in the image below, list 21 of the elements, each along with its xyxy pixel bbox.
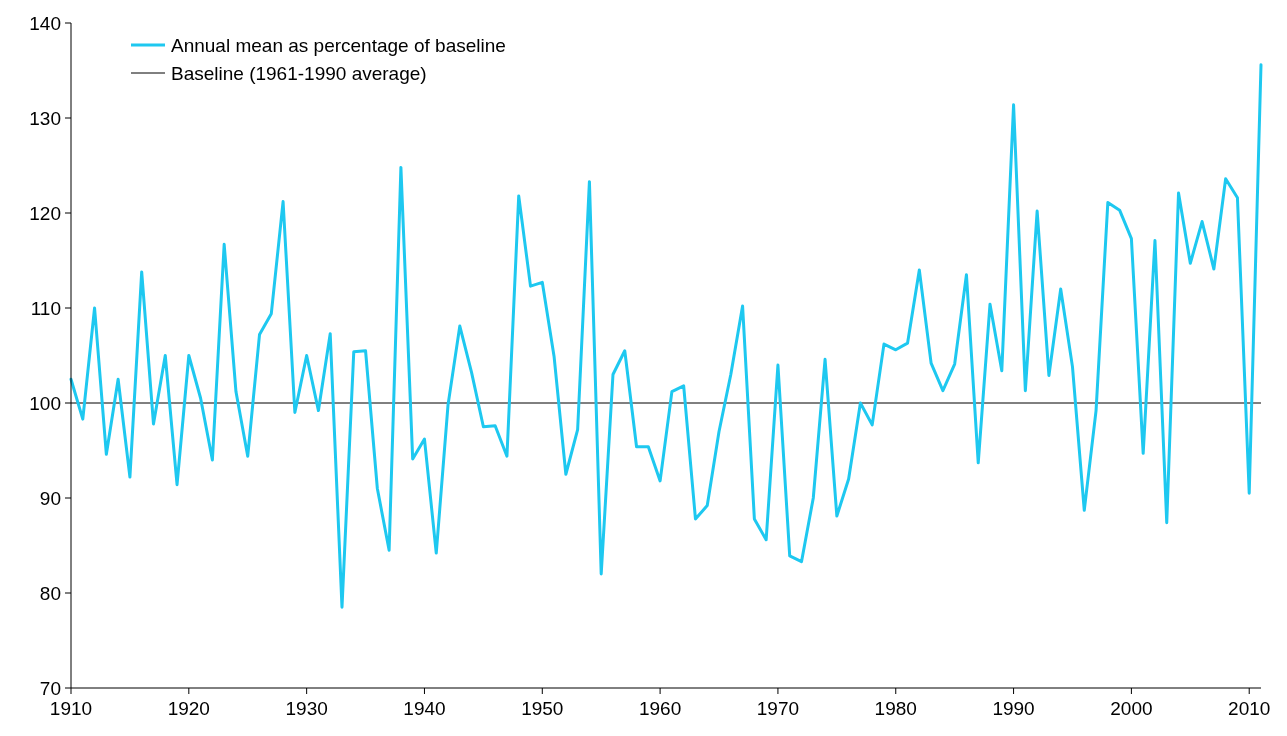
y-tick-label: 140 xyxy=(29,12,61,34)
legend-label: Annual mean as percentage of baseline xyxy=(171,34,506,56)
x-tick-label: 1930 xyxy=(285,698,328,719)
x-tick-label: 1950 xyxy=(521,698,564,719)
y-tick-label: 100 xyxy=(29,392,61,414)
x-tick-label: 1990 xyxy=(992,698,1035,719)
x-tick-label: 1940 xyxy=(403,698,446,719)
y-tick-label: 80 xyxy=(39,582,61,604)
x-tick-label: 1960 xyxy=(638,698,682,719)
x-tick-label: 2000 xyxy=(1110,698,1153,719)
y-tick-label: 120 xyxy=(29,202,61,224)
y-tick-label: 70 xyxy=(39,677,61,699)
x-tick-label: 1920 xyxy=(167,698,210,719)
x-tick-label: 2010 xyxy=(1228,698,1271,719)
y-tick-label: 110 xyxy=(30,297,61,319)
x-tick-label: 1910 xyxy=(49,698,93,719)
y-tick-label: 130 xyxy=(29,107,61,129)
legend-label: Baseline (1961-1990 average) xyxy=(171,62,427,84)
x-tick-label: 1980 xyxy=(874,698,917,719)
y-tick-label: 90 xyxy=(39,487,61,509)
x-tick-label: 1970 xyxy=(756,698,800,719)
